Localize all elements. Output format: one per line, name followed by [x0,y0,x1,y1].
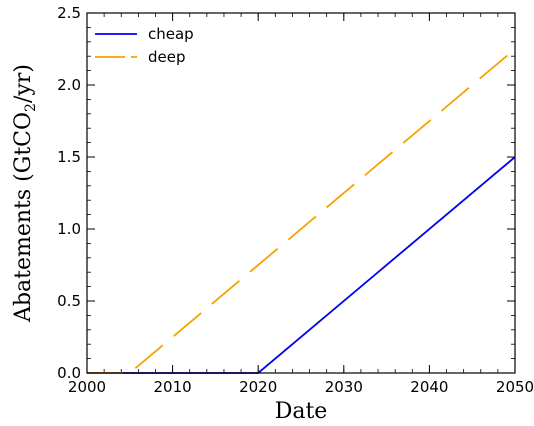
plot-frame [86,12,516,374]
legend-label-cheap: cheap [148,25,194,43]
y-tick-label: 0.5 [57,292,81,310]
x-tick-label: 2050 [496,378,534,396]
series-layer [87,48,516,374]
legend-label-deep: deep [148,48,186,66]
x-tick-label: 2040 [410,378,448,396]
minor-ticks [86,12,516,374]
y-axis-label-main: Abatements (GtCO [11,112,36,323]
x-tick-label: 2020 [239,378,277,396]
y-tick-label: 0.0 [57,364,81,382]
major-ticks [86,12,516,374]
legend: cheap deep [95,25,194,66]
x-axis-label: Date [275,399,328,424]
y-axis-label-subscript: 2 [23,103,39,112]
x-tick-label: 2000 [68,378,106,396]
y-axis-label-tail: /yr) [11,64,36,103]
y-tick-label: 1.5 [57,148,81,166]
y-tick-label: 2.0 [57,76,81,94]
tick-labels: 2000 2010 2020 2030 2040 2050 0.0 0.5 1.0 1.5 2.0 2… [57,4,534,396]
x-tick-label: 2010 [154,378,192,396]
y-axis-label: Abatements (GtCO2/yr) [11,64,39,323]
series-line-cheap [87,156,516,374]
y-tick-label: 2.5 [57,4,81,22]
y-tick-label: 1.0 [57,220,81,238]
x-tick-label: 2030 [325,378,363,396]
